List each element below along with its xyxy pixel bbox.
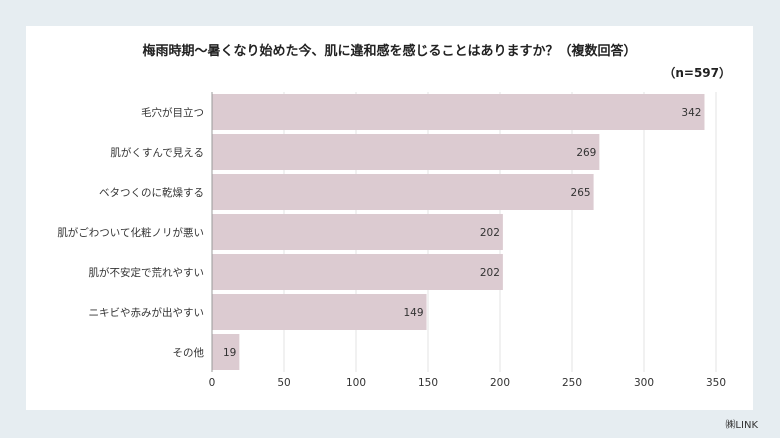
category-label: その他 [173,346,205,359]
bar [212,294,427,330]
value-label: 269 [576,147,596,159]
bar [212,134,600,170]
x-tick-label: 150 [418,377,438,389]
bar [212,334,240,370]
category-label: 毛穴が目立つ [141,106,204,119]
x-tick-label: 350 [706,377,726,389]
value-label: 265 [571,187,591,199]
category-label: 肌が不安定で荒れやすい [89,266,205,279]
category-label: 肌がくすんで見える [110,146,204,159]
x-tick-label: 300 [634,377,654,389]
x-tick-label: 0 [209,377,216,389]
value-label: 19 [223,347,236,359]
chart-title: 梅雨時期〜暑くなり始めた今、肌に違和感を感じることはありますか？（複数回答） [142,44,637,59]
bar [212,214,503,250]
credit-label: ㈱LINK [725,420,758,431]
x-tick-label: 100 [346,377,366,389]
category-label: 肌がごわついて化粧ノリが悪い [57,226,204,239]
category-label: ニキビや赤みが出やすい [89,306,205,319]
value-label: 202 [480,267,500,279]
bar [212,174,594,210]
sample-size: （n=597） [663,66,731,80]
value-label: 202 [480,227,500,239]
x-tick-label: 50 [277,377,290,389]
x-tick-label: 250 [562,377,582,389]
x-tick-label: 200 [490,377,510,389]
bar [212,94,705,130]
value-label: 149 [404,307,424,319]
bar [212,254,503,290]
value-label: 342 [681,107,701,119]
category-label: ベタつくのに乾燥する [99,186,204,199]
